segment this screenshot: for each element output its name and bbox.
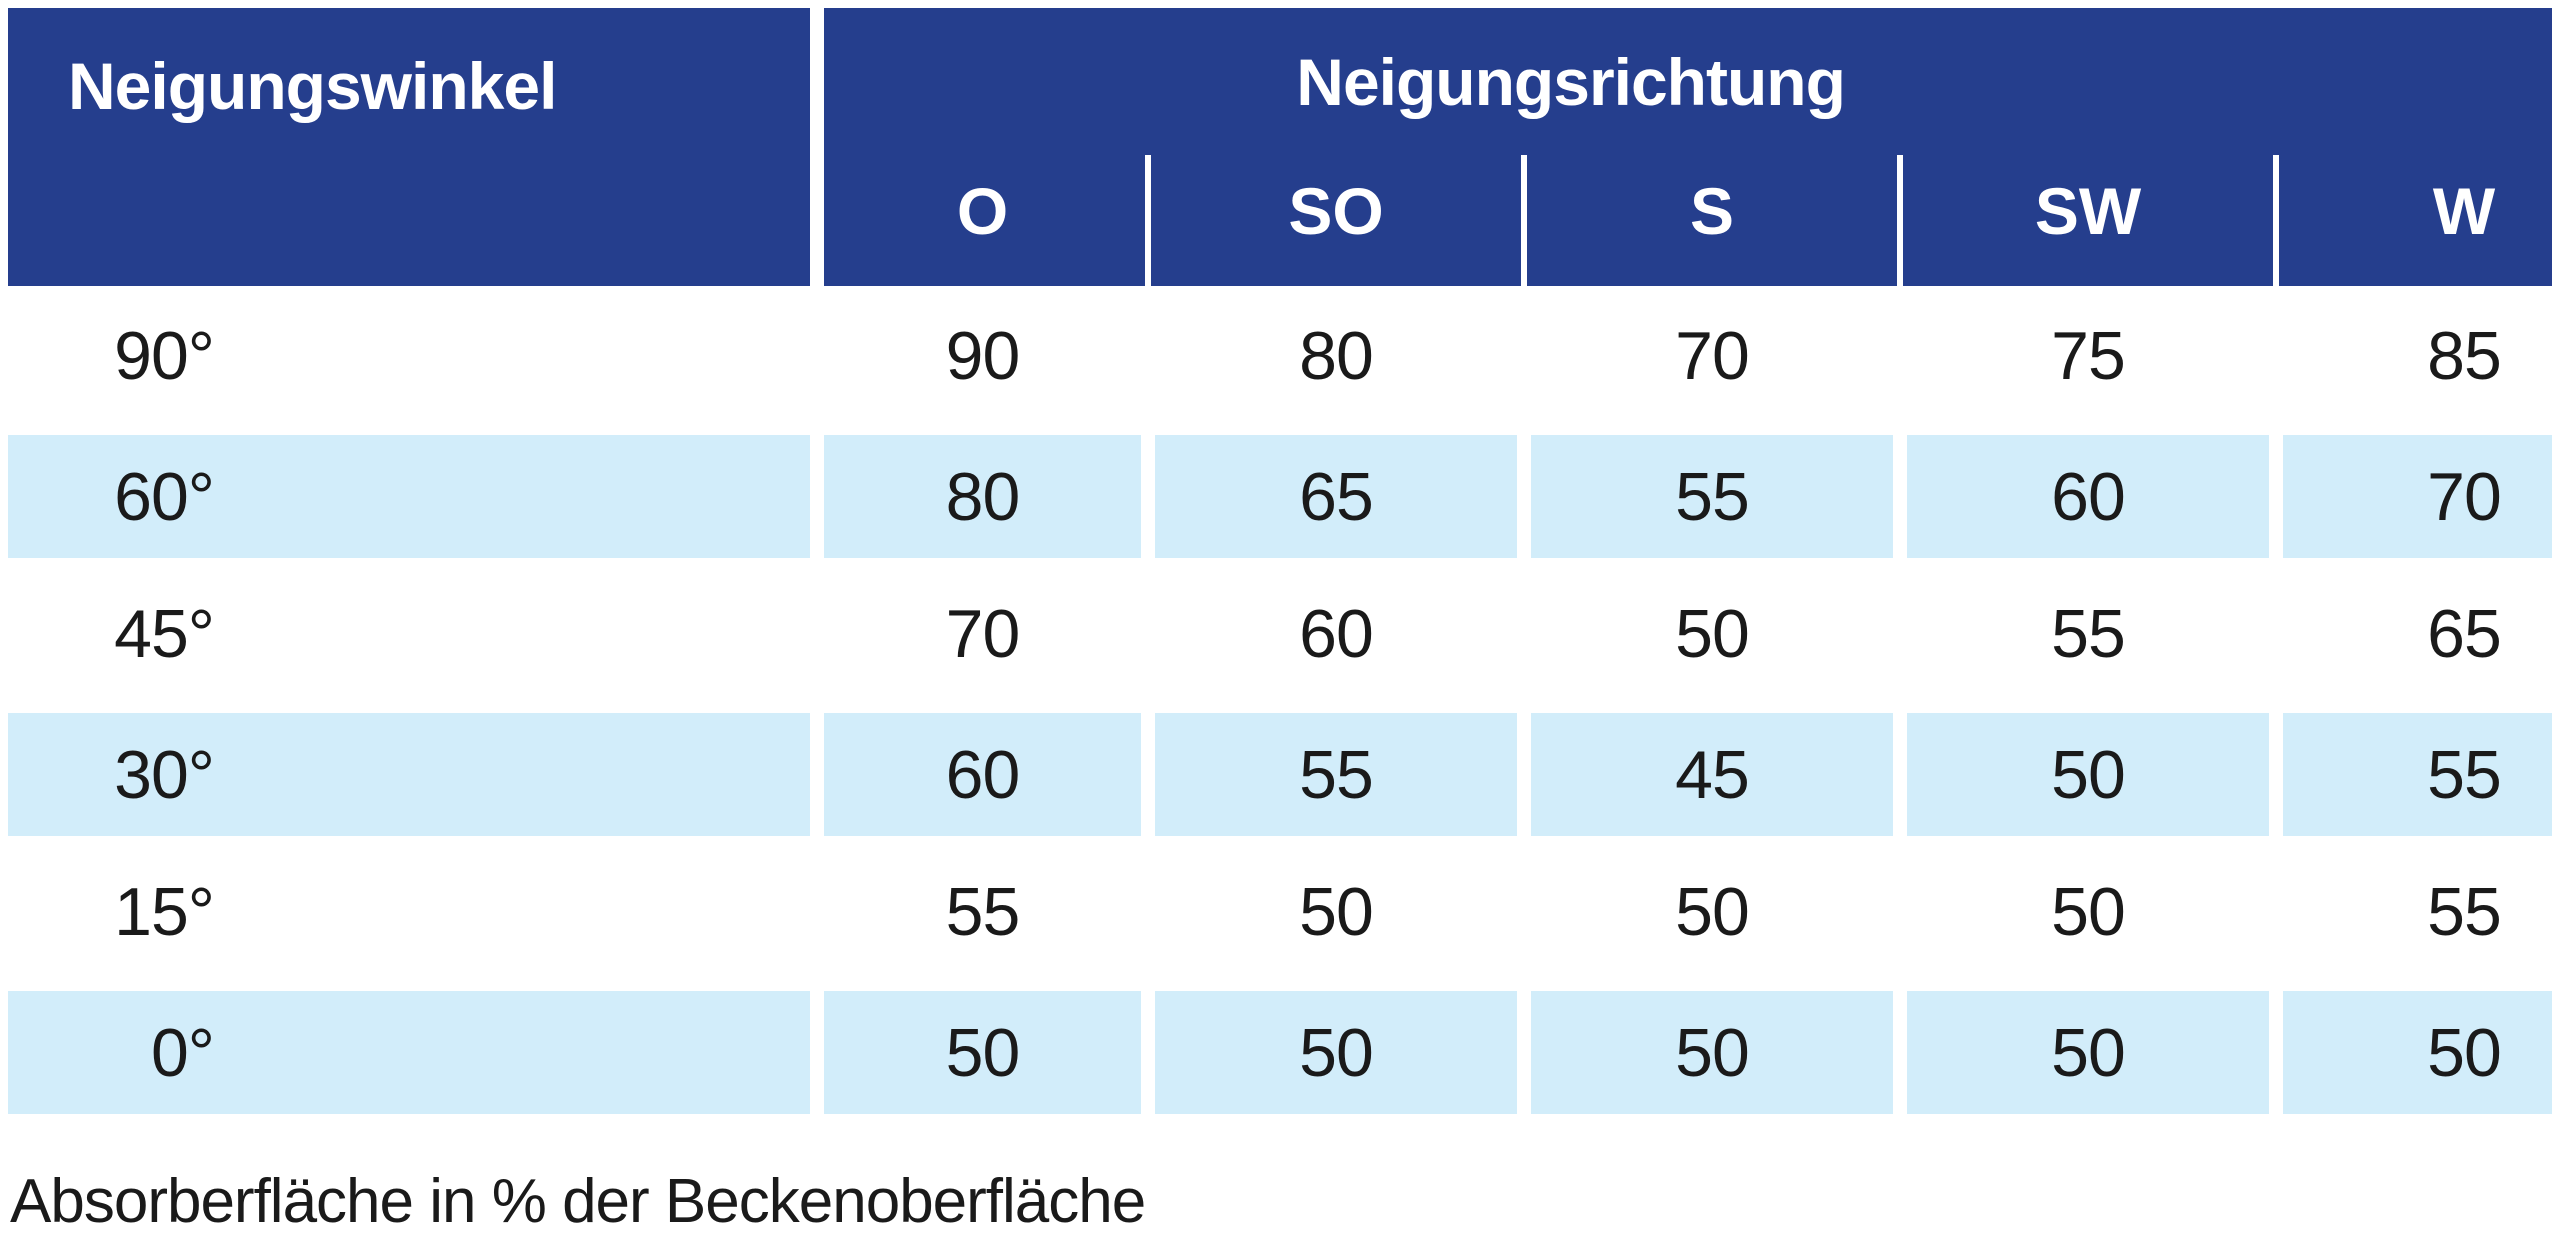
direction-subheader-row: O SO S SW W — [824, 155, 2552, 286]
direction-header-s: S — [1521, 155, 1893, 286]
value-cell: 50 — [1675, 595, 1750, 672]
value-cell: 90 — [945, 317, 1021, 394]
value-cell: 50 — [1531, 991, 1893, 1114]
table-row: 30° 60 55 45 50 55 — [8, 703, 2552, 842]
angle-cell: 0° — [8, 991, 810, 1114]
table-caption: Absorberfläche in % der Beckenoberfläche — [10, 1167, 1146, 1236]
value-cell: 55 — [2051, 595, 2126, 672]
value-cell: 75 — [2051, 317, 2126, 394]
value-cell: 50 — [1907, 991, 2269, 1114]
value-cell: 50 — [2051, 873, 2126, 950]
value-cell: 50 — [2283, 991, 2552, 1114]
value-cell: 55 — [1531, 435, 1893, 558]
angle-cell: 60° — [8, 435, 810, 558]
value-cell: 80 — [1299, 317, 1374, 394]
angle-cell: 45° — [8, 564, 810, 703]
absorber-area-table: Neigungswinkel Neigungsrichtung O SO S SW W … — [8, 8, 2552, 1120]
value-cell: 50 — [1907, 713, 2269, 836]
neigungswinkel-label: Neigungswinkel — [68, 49, 557, 123]
value-cell: 65 — [1155, 435, 1517, 558]
table-figure: Neigungswinkel Neigungsrichtung O SO S SW W … — [8, 8, 2552, 1237]
table-header-row: Neigungswinkel Neigungsrichtung O SO S SW W — [8, 8, 2552, 286]
table-row: 45° 70 60 50 55 65 — [8, 564, 2552, 703]
value-cell: 70 — [1675, 317, 1750, 394]
value-cell: 55 — [1155, 713, 1517, 836]
direction-header-sw: SW — [1897, 155, 2269, 286]
table-body: 90° 90 80 70 75 85 60° 80 65 55 60 70 45° 70 60 50 55 65 3… — [8, 286, 2552, 1120]
value-cell: 55 — [2283, 713, 2552, 836]
angle-label: 90° — [114, 317, 215, 394]
value-cell: 50 — [1299, 873, 1374, 950]
table-row: 90° 90 80 70 75 85 — [8, 286, 2552, 425]
direction-header-so: SO — [1145, 155, 1517, 286]
value-cell: 55 — [945, 873, 1021, 950]
table-row: 0° 50 50 50 50 50 — [8, 981, 2552, 1120]
value-cell: 65 — [2427, 595, 2502, 672]
value-cell: 50 — [824, 991, 1141, 1114]
angle-cell: 15° — [8, 842, 810, 981]
angle-label: 15° — [114, 873, 215, 950]
neigungsrichtung-label: Neigungsrichtung — [1296, 45, 1846, 119]
value-cell: 50 — [1155, 991, 1517, 1114]
table-row: 60° 80 65 55 60 70 — [8, 425, 2552, 564]
value-cell: 50 — [1675, 873, 1750, 950]
value-cell: 85 — [2427, 317, 2502, 394]
value-cell: 80 — [824, 435, 1141, 558]
value-cell: 45 — [1531, 713, 1893, 836]
angle-label: 0° — [150, 1014, 215, 1091]
value-cell: 70 — [2283, 435, 2552, 558]
table-row: 15° 55 50 50 50 55 — [8, 842, 2552, 981]
angle-cell: 90° — [8, 286, 810, 425]
value-cell: 55 — [2427, 873, 2502, 950]
angle-label: 45° — [114, 595, 215, 672]
angle-label: 60° — [114, 458, 215, 535]
column-group-neigungsrichtung: Neigungsrichtung O SO S SW W — [824, 8, 2552, 286]
value-cell: 60 — [1299, 595, 1374, 672]
value-cell: 60 — [1907, 435, 2269, 558]
direction-header-w: W — [2273, 155, 2552, 286]
value-cell: 60 — [824, 713, 1141, 836]
angle-label: 30° — [114, 736, 215, 813]
value-cell: 70 — [945, 595, 1021, 672]
column-header-neigungswinkel: Neigungswinkel — [8, 8, 810, 286]
direction-header-o: O — [956, 174, 1009, 248]
angle-cell: 30° — [8, 713, 810, 836]
